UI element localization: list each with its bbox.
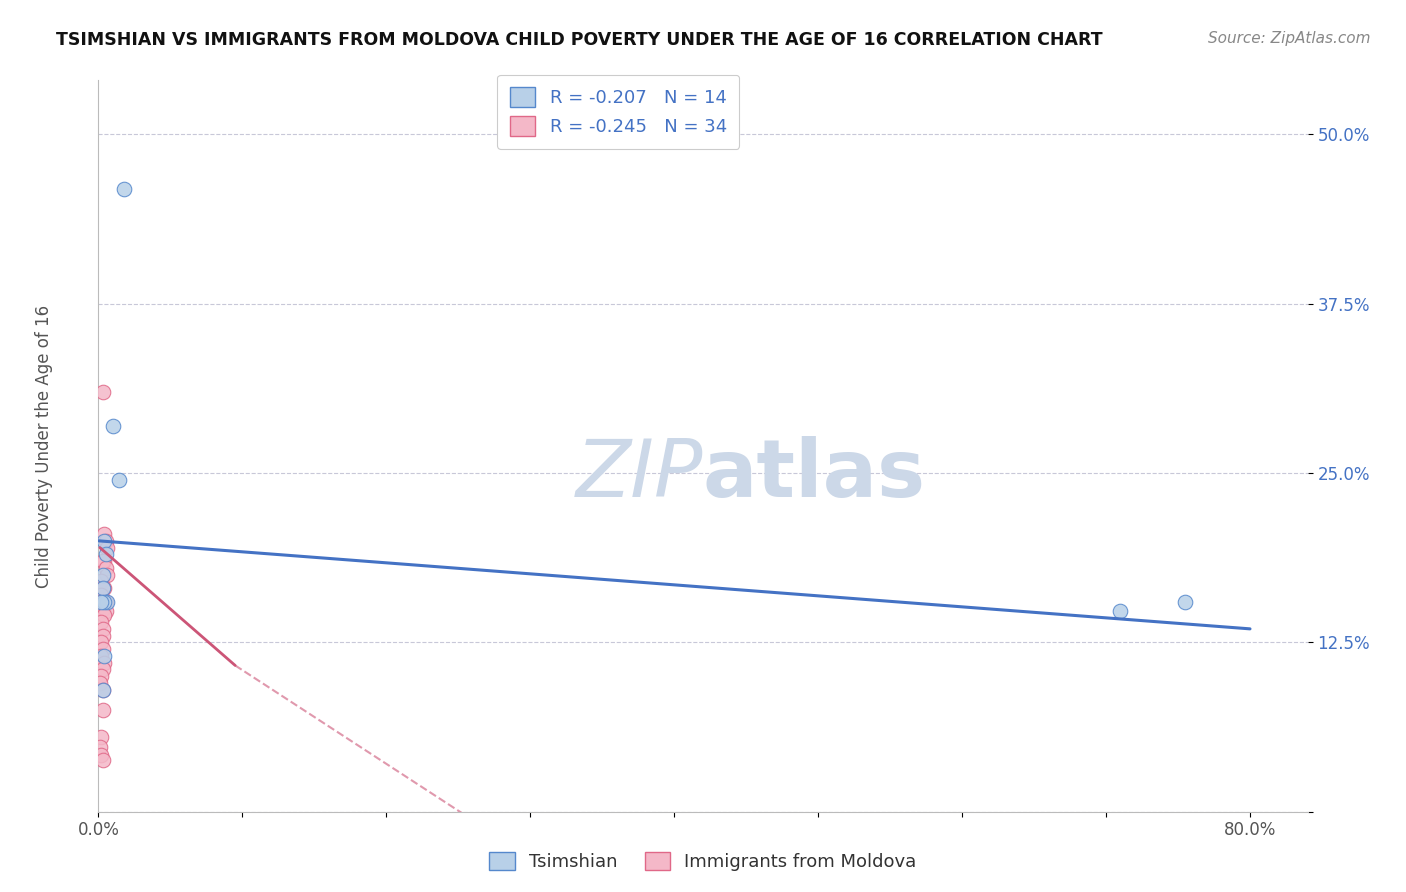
Legend: Tsimshian, Immigrants from Moldova: Tsimshian, Immigrants from Moldova <box>482 845 924 879</box>
Point <box>93 527 115 541</box>
Point <box>89 739 111 754</box>
Point <box>96 567 118 582</box>
Point <box>90 747 112 762</box>
Point <box>101 418 124 433</box>
Point <box>93 554 115 568</box>
Point <box>94 604 117 618</box>
Point <box>91 642 114 657</box>
Point <box>93 581 115 595</box>
Point <box>93 608 115 623</box>
Legend: R = -0.207   N = 14, R = -0.245   N = 34: R = -0.207 N = 14, R = -0.245 N = 34 <box>498 75 740 149</box>
Point <box>91 622 114 636</box>
Point <box>91 663 114 677</box>
Point <box>91 601 114 615</box>
Point <box>91 554 114 568</box>
Point <box>94 533 117 548</box>
Point <box>93 595 115 609</box>
Point <box>90 595 112 609</box>
Point <box>91 581 114 595</box>
Point <box>1109 604 1132 618</box>
Point <box>91 703 114 717</box>
Point <box>1174 595 1197 609</box>
Point <box>90 669 112 683</box>
Point <box>91 682 114 697</box>
Point <box>96 541 118 555</box>
Text: Child Poverty Under the Age of 16: Child Poverty Under the Age of 16 <box>35 304 53 588</box>
Text: Source: ZipAtlas.com: Source: ZipAtlas.com <box>1208 31 1371 46</box>
Point <box>94 547 117 561</box>
Point <box>112 181 135 195</box>
Point <box>90 595 112 609</box>
Point <box>90 574 112 589</box>
Point <box>90 588 112 602</box>
Point <box>107 473 129 487</box>
Point <box>91 753 114 767</box>
Point <box>93 648 115 663</box>
Point <box>96 595 118 609</box>
Point <box>89 676 111 690</box>
Point <box>91 629 114 643</box>
Text: TSIMSHIAN VS IMMIGRANTS FROM MOLDOVA CHILD POVERTY UNDER THE AGE OF 16 CORRELATI: TSIMSHIAN VS IMMIGRANTS FROM MOLDOVA CHI… <box>56 31 1102 49</box>
Point <box>94 561 117 575</box>
Point <box>94 595 117 609</box>
Point <box>90 615 112 629</box>
Point <box>90 730 112 744</box>
Point <box>91 567 114 582</box>
Point <box>90 635 112 649</box>
Point <box>91 682 114 697</box>
Point <box>93 595 115 609</box>
Text: atlas: atlas <box>703 436 927 515</box>
Point <box>90 648 112 663</box>
Point <box>91 384 114 399</box>
Point <box>93 533 115 548</box>
Point <box>91 581 114 595</box>
Text: ZIP: ZIP <box>575 436 703 515</box>
Point <box>93 656 115 670</box>
